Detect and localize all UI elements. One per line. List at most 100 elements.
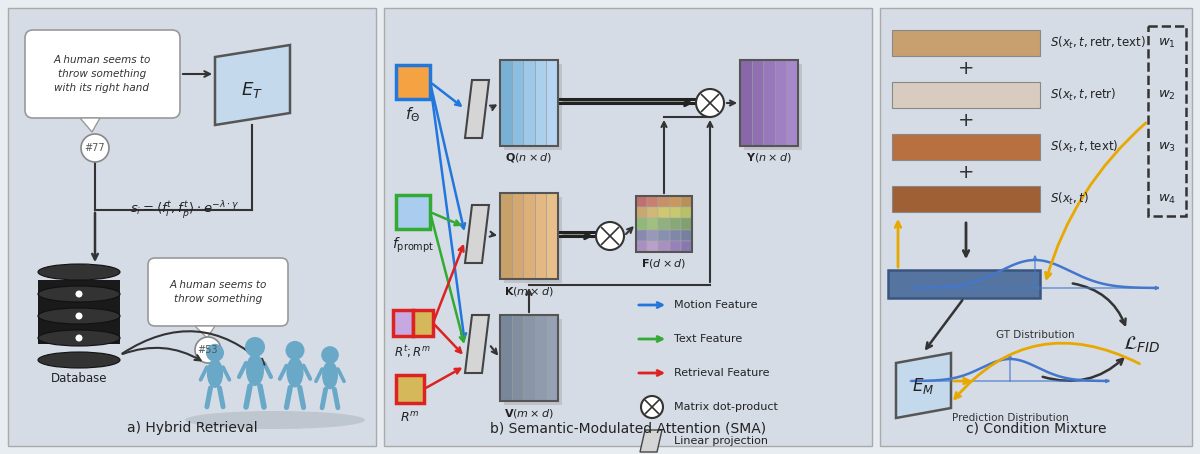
Text: a) Hybrid Retrieval: a) Hybrid Retrieval bbox=[127, 421, 257, 435]
Ellipse shape bbox=[38, 330, 120, 346]
Text: +: + bbox=[958, 59, 974, 78]
Text: $w_4$: $w_4$ bbox=[1158, 192, 1176, 206]
Bar bbox=[892, 30, 1040, 56]
Bar bbox=[659, 230, 670, 241]
Bar bbox=[523, 193, 535, 279]
Bar bbox=[888, 270, 1040, 298]
Circle shape bbox=[641, 396, 662, 418]
Bar bbox=[511, 60, 523, 146]
Text: $\mathcal{L}_{FID}$: $\mathcal{L}_{FID}$ bbox=[1123, 335, 1160, 355]
Bar bbox=[786, 60, 798, 146]
Bar bbox=[647, 218, 659, 230]
Bar bbox=[659, 218, 670, 230]
Text: $\mathbf{F}(d \times d)$: $\mathbf{F}(d \times d)$ bbox=[642, 257, 686, 271]
Text: Database: Database bbox=[50, 371, 107, 385]
Text: $f_\mathrm{prompt}$: $f_\mathrm{prompt}$ bbox=[392, 235, 434, 255]
Bar bbox=[636, 207, 647, 218]
Circle shape bbox=[76, 291, 83, 297]
Bar bbox=[535, 60, 546, 146]
Text: $f_\Theta$: $f_\Theta$ bbox=[406, 106, 420, 124]
Ellipse shape bbox=[38, 352, 120, 368]
Text: $\mathbf{Y}(n \times d)$: $\mathbf{Y}(n \times d)$ bbox=[746, 152, 792, 164]
Bar bbox=[636, 196, 647, 207]
Bar bbox=[670, 230, 680, 241]
Bar bbox=[775, 60, 786, 146]
Ellipse shape bbox=[38, 286, 120, 302]
Bar bbox=[500, 60, 558, 146]
Bar bbox=[670, 218, 680, 230]
Bar bbox=[647, 230, 659, 241]
Ellipse shape bbox=[322, 361, 338, 389]
Ellipse shape bbox=[246, 354, 264, 386]
Polygon shape bbox=[194, 326, 215, 338]
Bar bbox=[535, 315, 546, 401]
Ellipse shape bbox=[287, 357, 304, 387]
Ellipse shape bbox=[38, 308, 120, 324]
Bar bbox=[680, 230, 692, 241]
Polygon shape bbox=[215, 45, 290, 125]
Bar bbox=[504, 64, 562, 150]
Text: $w_2$: $w_2$ bbox=[1158, 89, 1176, 102]
Bar bbox=[680, 218, 692, 230]
Text: $s_i = \langle f_i^t, f_p^t \rangle \cdot e^{-\lambda \cdot \gamma}$: $s_i = \langle f_i^t, f_p^t \rangle \cdo… bbox=[131, 199, 240, 221]
Bar bbox=[740, 60, 751, 146]
Circle shape bbox=[696, 89, 724, 117]
Circle shape bbox=[596, 222, 624, 250]
Bar bbox=[546, 315, 558, 401]
Bar bbox=[396, 65, 430, 99]
Bar bbox=[500, 315, 511, 401]
Polygon shape bbox=[640, 430, 662, 452]
Bar bbox=[396, 195, 430, 229]
Circle shape bbox=[322, 346, 338, 364]
Text: $\mathbf{K}(m \times d)$: $\mathbf{K}(m \times d)$ bbox=[504, 285, 554, 297]
Bar bbox=[740, 60, 798, 146]
Bar bbox=[647, 207, 659, 218]
Text: $w_3$: $w_3$ bbox=[1158, 140, 1176, 153]
Bar bbox=[511, 193, 523, 279]
Bar bbox=[659, 241, 670, 252]
Bar bbox=[751, 60, 763, 146]
Bar bbox=[546, 193, 558, 279]
Text: $R^t; R^m$: $R^t; R^m$ bbox=[395, 344, 432, 360]
Bar bbox=[636, 196, 692, 252]
Bar bbox=[670, 196, 680, 207]
Bar bbox=[680, 196, 692, 207]
Bar bbox=[659, 207, 670, 218]
Text: $R^m$: $R^m$ bbox=[401, 411, 420, 425]
Bar bbox=[670, 241, 680, 252]
Bar bbox=[680, 241, 692, 252]
Bar bbox=[647, 241, 659, 252]
Bar bbox=[413, 310, 433, 336]
Bar bbox=[500, 193, 511, 279]
Bar bbox=[763, 60, 775, 146]
Circle shape bbox=[245, 337, 265, 357]
Bar bbox=[880, 8, 1192, 446]
Circle shape bbox=[82, 134, 109, 162]
Text: #53: #53 bbox=[198, 345, 218, 355]
Text: c) Condition Mixture: c) Condition Mixture bbox=[966, 421, 1106, 435]
Ellipse shape bbox=[206, 359, 223, 388]
Bar bbox=[636, 241, 647, 252]
Bar bbox=[394, 310, 413, 336]
Bar bbox=[670, 207, 680, 218]
Bar bbox=[396, 375, 424, 403]
Bar bbox=[892, 186, 1040, 212]
Text: Motion Feature: Motion Feature bbox=[674, 300, 757, 310]
Polygon shape bbox=[896, 353, 952, 418]
Bar bbox=[384, 8, 872, 446]
Text: Prediction Distribution: Prediction Distribution bbox=[952, 413, 1068, 423]
Bar bbox=[504, 319, 562, 405]
Text: Text Feature: Text Feature bbox=[674, 334, 743, 344]
Bar bbox=[892, 134, 1040, 160]
Text: A human seems to
throw something: A human seems to throw something bbox=[169, 280, 266, 304]
Bar bbox=[647, 196, 659, 207]
Bar bbox=[523, 60, 535, 146]
Bar bbox=[535, 193, 546, 279]
Bar bbox=[500, 60, 511, 146]
Bar bbox=[744, 64, 802, 150]
Ellipse shape bbox=[185, 411, 365, 429]
Circle shape bbox=[206, 344, 224, 362]
Text: $E_M$: $E_M$ bbox=[912, 376, 934, 396]
Circle shape bbox=[286, 341, 305, 360]
Text: $\mathbf{V}(m \times d)$: $\mathbf{V}(m \times d)$ bbox=[504, 406, 554, 419]
